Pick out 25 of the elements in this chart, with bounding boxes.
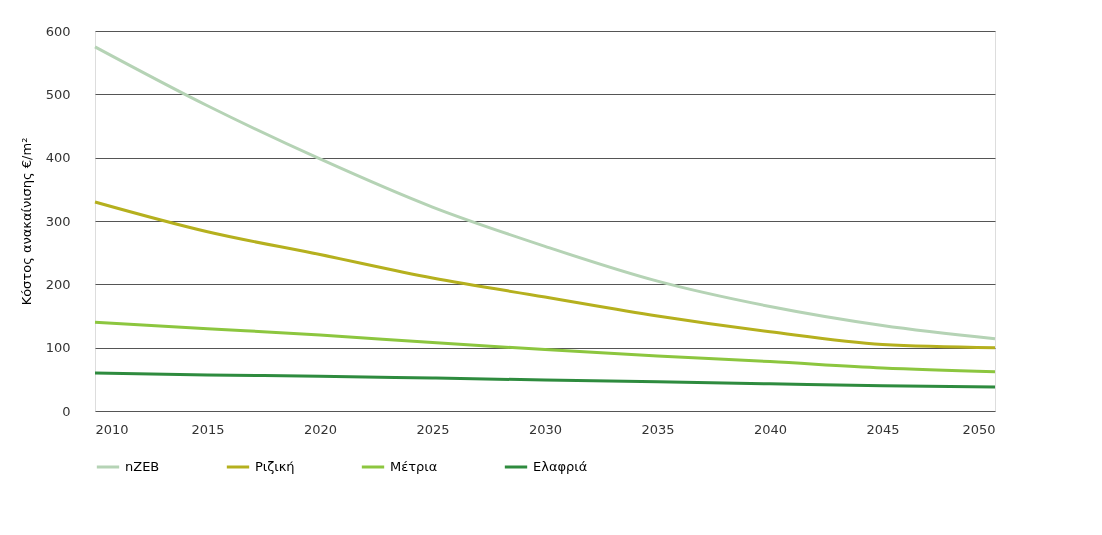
x-tick-label: 2035 — [641, 421, 675, 437]
legend-label: Ελαφριά — [533, 459, 588, 474]
x-tick-label: 2040 — [753, 421, 788, 437]
y-tick-label: 400 — [45, 150, 71, 166]
x-tick-label: 2015 — [191, 421, 225, 437]
x-tick-label: 2045 — [866, 421, 900, 437]
x-tick-label: 2050 — [962, 421, 996, 437]
y-tick-label: 200 — [45, 276, 71, 292]
legend-label: Ριζική — [255, 459, 295, 474]
line-series — [93, 371, 997, 389]
x-tick-label: 2020 — [303, 421, 338, 437]
legend-label: Μέτρια — [390, 459, 438, 474]
line-series — [93, 200, 997, 350]
line-series — [93, 320, 997, 374]
x-tick-label: 2030 — [528, 421, 563, 437]
line-series — [93, 45, 997, 341]
y-tick-label: 0 — [62, 403, 71, 419]
x-tick-label: 2010 — [95, 421, 129, 437]
y-tick-label: 300 — [45, 213, 71, 229]
y-tick-label: 600 — [45, 23, 71, 39]
x-tick-label: 2025 — [416, 421, 450, 437]
y-tick-label: 500 — [45, 86, 71, 102]
y-axis-title: Κόστος ανακαίνισης €/m² — [18, 137, 34, 306]
legend-label: nZEB — [125, 459, 160, 474]
y-tick-label: 100 — [45, 340, 71, 356]
